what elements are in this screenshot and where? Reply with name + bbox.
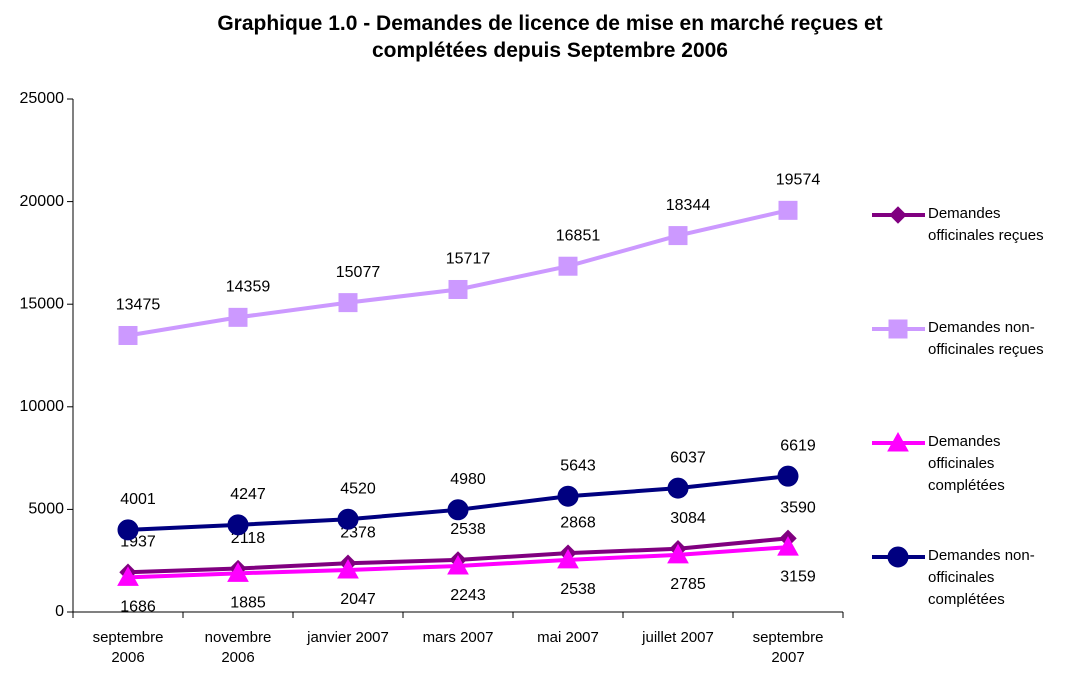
marker — [777, 536, 799, 556]
marker — [557, 548, 579, 569]
data-label: 18344 — [666, 197, 711, 214]
marker — [338, 293, 358, 313]
data-label: 6619 — [780, 437, 816, 454]
marker — [887, 431, 909, 452]
marker — [117, 519, 139, 541]
x-tick-label: novembre 2006 — [204, 629, 272, 666]
marker — [557, 485, 579, 507]
marker — [337, 508, 359, 530]
x-tick-label: mars 2007 — [422, 629, 494, 646]
data-label: 13475 — [116, 297, 161, 314]
marker — [888, 319, 908, 339]
marker — [227, 562, 249, 582]
marker — [778, 200, 798, 220]
marker — [337, 558, 359, 579]
legend-label: Demandes non-officinales complétées — [928, 547, 1035, 608]
series-line — [127, 208, 789, 338]
data-label: 2785 — [670, 576, 706, 593]
data-label: 1686 — [120, 599, 156, 616]
data-label: 6037 — [670, 449, 706, 466]
chart-title: Graphique 1.0 - Demandes de licence de m… — [217, 12, 883, 62]
data-label: 4520 — [340, 480, 376, 497]
y-tick-label: 0 — [55, 603, 64, 620]
data-label: 1885 — [230, 595, 266, 612]
marker — [668, 226, 688, 246]
data-label: 5643 — [560, 457, 596, 474]
data-label: 19574 — [776, 172, 821, 189]
legend-label: Demandes non-officinales reçues — [928, 319, 1044, 358]
x-tick-label: septembre 2006 — [92, 629, 164, 666]
marker — [667, 477, 689, 499]
marker — [228, 307, 248, 327]
y-tick-label: 5000 — [28, 501, 64, 518]
data-label: 2047 — [340, 591, 376, 608]
marker — [448, 279, 468, 299]
data-label: 2868 — [560, 514, 596, 531]
x-tick-label: janvier 2007 — [307, 629, 389, 646]
y-tick-label: 20000 — [20, 193, 65, 210]
y-tick-label: 10000 — [20, 398, 65, 415]
data-label: 3590 — [780, 500, 816, 517]
marker — [777, 465, 799, 487]
data-label: 4001 — [120, 491, 156, 508]
marker — [887, 546, 909, 568]
marker — [558, 256, 578, 276]
marker — [117, 566, 139, 586]
marker — [889, 206, 907, 224]
x-tick-label: septembre 2007 — [752, 629, 824, 666]
data-label: 16851 — [556, 227, 601, 244]
marker — [227, 514, 249, 536]
x-tick-label: juillet 2007 — [642, 629, 714, 646]
data-label: 14359 — [226, 279, 271, 296]
y-tick-label: 25000 — [20, 90, 65, 107]
data-label: 2538 — [450, 521, 486, 538]
data-label: 2243 — [450, 587, 486, 604]
legend-label: Demandes officinales complétées — [928, 433, 1005, 494]
legend-label: Demandes officinales reçues — [928, 205, 1044, 244]
data-label: 15717 — [446, 251, 491, 268]
marker — [118, 325, 138, 345]
x-tick-label: mai 2007 — [537, 629, 599, 646]
data-label: 4247 — [230, 486, 266, 503]
data-label: 3159 — [780, 568, 816, 585]
y-tick-label: 15000 — [20, 295, 65, 312]
marker — [447, 499, 469, 521]
data-label: 3084 — [670, 510, 706, 527]
data-label: 15077 — [336, 264, 381, 281]
data-label: 2538 — [560, 581, 596, 598]
marker — [667, 543, 689, 564]
data-label: 4980 — [450, 471, 486, 488]
marker — [447, 554, 469, 575]
